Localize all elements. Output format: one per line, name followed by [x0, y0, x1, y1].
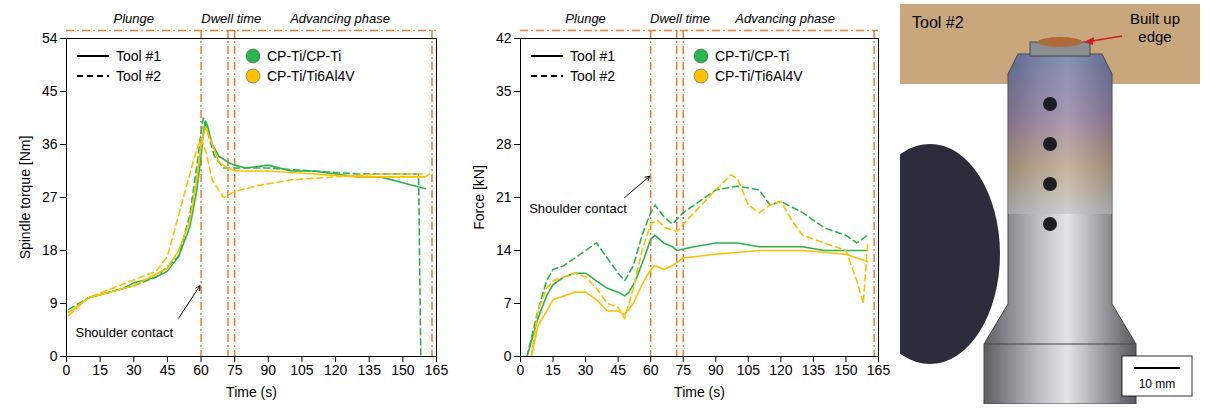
svg-text:Built upedge: Built upedge [1130, 10, 1180, 45]
svg-text:54: 54 [42, 30, 58, 46]
svg-text:60: 60 [193, 362, 209, 378]
svg-text:Shoulder contact: Shoulder contact [529, 201, 627, 216]
svg-text:30: 30 [126, 362, 142, 378]
svg-text:60: 60 [643, 362, 659, 378]
svg-text:90: 90 [261, 362, 277, 378]
svg-text:45: 45 [610, 362, 626, 378]
html-text:Tool #2: Tool #2 [570, 68, 616, 84]
svg-text:90: 90 [708, 362, 724, 378]
svg-text:Tool #2: Tool #2 [912, 14, 964, 31]
svg-text:150: 150 [834, 362, 858, 378]
svg-text:Time (s): Time (s) [674, 384, 725, 400]
svg-text:0: 0 [517, 362, 525, 378]
html-text:Tool #2: Tool #2 [116, 68, 162, 84]
html-text:CP-Ti/CP-Ti: CP-Ti/CP-Ti [267, 48, 342, 64]
svg-text:21: 21 [496, 189, 512, 205]
html-text:Tool #1: Tool #1 [116, 48, 162, 64]
svg-text:Shoulder contact: Shoulder contact [75, 325, 173, 340]
svg-text:Dwell time: Dwell time [650, 11, 710, 26]
svg-text:0: 0 [63, 362, 71, 378]
svg-text:Force [kN]: Force [kN] [471, 165, 487, 230]
svg-text:135: 135 [358, 362, 382, 378]
svg-text:7: 7 [504, 295, 512, 311]
svg-text:10 mm: 10 mm [1139, 377, 1176, 391]
svg-text:135: 135 [802, 362, 826, 378]
svg-text:9: 9 [50, 295, 58, 311]
svg-text:Advancing phase: Advancing phase [734, 11, 835, 26]
svg-text:75: 75 [675, 362, 691, 378]
html-text:CP-Ti/Ti6Al4V: CP-Ti/Ti6Al4V [715, 68, 803, 84]
svg-text:165: 165 [425, 362, 449, 378]
svg-text:0: 0 [50, 348, 58, 364]
svg-text:0: 0 [504, 348, 512, 364]
svg-text:Advancing phase: Advancing phase [289, 11, 390, 26]
svg-text:45: 45 [42, 83, 58, 99]
svg-text:165: 165 [867, 362, 891, 378]
svg-text:105: 105 [290, 362, 314, 378]
svg-text:75: 75 [227, 362, 243, 378]
svg-text:120: 120 [769, 362, 793, 378]
svg-text:30: 30 [578, 362, 594, 378]
svg-text:150: 150 [391, 362, 415, 378]
svg-text:Spindle torque [Nm]: Spindle torque [Nm] [17, 136, 33, 260]
html-text:Tool #1: Tool #1 [570, 48, 616, 64]
svg-text:15: 15 [545, 362, 561, 378]
svg-text:Time (s): Time (s) [226, 384, 277, 400]
svg-text:15: 15 [92, 362, 108, 378]
svg-text:Plunge: Plunge [114, 11, 154, 26]
svg-text:105: 105 [737, 362, 761, 378]
svg-text:120: 120 [324, 362, 348, 378]
svg-text:18: 18 [42, 242, 58, 258]
svg-text:42: 42 [496, 30, 512, 46]
svg-text:14: 14 [496, 242, 512, 258]
svg-text:28: 28 [496, 136, 512, 152]
svg-text:Dwell time: Dwell time [201, 11, 261, 26]
html-text:CP-Ti/CP-Ti: CP-Ti/CP-Ti [715, 48, 790, 64]
html-text:CP-Ti/Ti6Al4V: CP-Ti/Ti6Al4V [267, 68, 355, 84]
svg-text:36: 36 [42, 136, 58, 152]
svg-text:Plunge: Plunge [565, 11, 605, 26]
svg-text:35: 35 [496, 83, 512, 99]
svg-text:27: 27 [42, 189, 58, 205]
svg-text:45: 45 [160, 362, 176, 378]
